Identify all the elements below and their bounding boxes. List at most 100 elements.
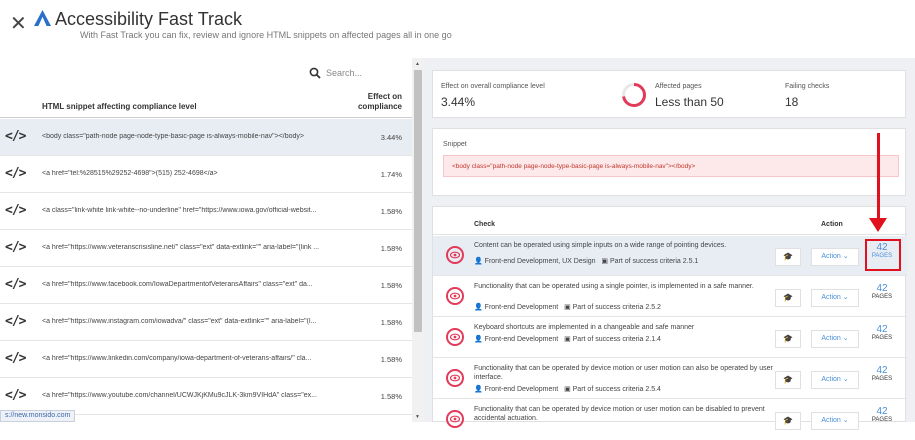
- pages-label: PAGES: [871, 253, 893, 259]
- code-icon: </>: [5, 203, 27, 218]
- pages-link[interactable]: 42 PAGES: [865, 365, 899, 382]
- stats-card: Effect on overall compliance level 3.44%…: [432, 70, 906, 118]
- status-bar-url: s://new.monsido.com: [0, 410, 76, 422]
- pages-count: 42: [876, 406, 888, 417]
- snippet-list-panel: Search... HTML snippet affecting complia…: [0, 58, 412, 422]
- graduation-cap-icon: 🎓: [783, 252, 793, 261]
- snippet-row[interactable]: </> <a href="https://www.veteranscrisisl…: [0, 230, 412, 267]
- pages-link[interactable]: 42 PAGES: [865, 283, 899, 300]
- pages-count: 42: [876, 242, 888, 253]
- col-effect-header-line1: Effect on: [367, 92, 402, 101]
- learn-more-button[interactable]: 🎓: [775, 248, 801, 266]
- code-icon: </>: [5, 240, 27, 255]
- pages-count: 42: [876, 283, 888, 294]
- check-criteria: Part of success criteria 2.5.4: [572, 386, 661, 393]
- check-row: Functionality that can be operated using…: [433, 277, 907, 317]
- close-icon[interactable]: ✕: [10, 13, 27, 35]
- learn-more-button[interactable]: 🎓: [775, 330, 801, 348]
- snippet-effect: 1.58%: [380, 207, 402, 216]
- chevron-down-icon: ⌄: [842, 294, 849, 301]
- action-label: Action: [821, 376, 841, 383]
- search-icon: [309, 67, 321, 79]
- snippet-code: <body class="path-node page-node-type-ba…: [443, 155, 899, 177]
- snippet-text: <a href="https://www.veteranscrisisline.…: [42, 244, 320, 251]
- learn-more-button[interactable]: 🎓: [775, 412, 801, 430]
- page-subtitle: With Fast Track you can fix, review and …: [80, 30, 452, 40]
- eye-icon: [446, 369, 464, 387]
- action-label: Action: [821, 294, 841, 301]
- snippet-label: Snippet: [443, 141, 467, 148]
- code-icon: </>: [5, 351, 27, 366]
- pages-link[interactable]: 42 PAGES: [865, 324, 899, 341]
- snippet-text: <body class="path-node page-node-type-ba…: [42, 133, 304, 140]
- check-meta: 👤 Front-end Development ▣ Part of succes…: [474, 335, 661, 343]
- learn-more-button[interactable]: 🎓: [775, 289, 801, 307]
- affected-pages-donut: [622, 83, 646, 107]
- scrollbar-thumb[interactable]: [414, 70, 422, 332]
- check-text: Functionality that can be operated using…: [474, 283, 754, 290]
- accessibility-logo-icon: [34, 10, 51, 26]
- pages-link[interactable]: 42 PAGES: [865, 406, 899, 423]
- pages-link[interactable]: 42 PAGES: [865, 242, 899, 259]
- col-action-header: Action: [821, 221, 843, 228]
- snippet-text: <a href="https://www.facebook.com/IowaDe…: [42, 281, 313, 288]
- affected-label: Affected pages: [655, 83, 702, 90]
- snippet-row[interactable]: </> <a class="link-white link-white--no-…: [0, 193, 412, 230]
- action-label: Action: [821, 253, 841, 260]
- eye-icon: [446, 328, 464, 346]
- col-snippet-header: HTML snippet affecting compliance level: [42, 102, 197, 111]
- page-title: Accessibility Fast Track: [55, 9, 243, 29]
- search-input[interactable]: Search...: [307, 65, 410, 83]
- snippet-row[interactable]: </> <a href="https://www.linkedin.com/co…: [0, 341, 412, 378]
- snippet-effect: 3.44%: [380, 133, 402, 142]
- col-effect-header: Effect on compliance: [358, 92, 402, 112]
- check-meta: 👤 Front-end Development ▣ Part of succes…: [474, 303, 661, 311]
- check-text: Functionality that can be operated by de…: [474, 365, 773, 381]
- snippet-text: <a class="link-white link-white--no-unde…: [42, 207, 317, 214]
- check-criteria: Part of success criteria 2.1.4: [572, 336, 661, 343]
- check-row: Functionality that can be operated by de…: [433, 400, 907, 440]
- action-dropdown[interactable]: Action ⌄: [811, 289, 859, 307]
- chevron-down-icon: ⌄: [842, 376, 849, 383]
- detail-panel: Effect on overall compliance level 3.44%…: [424, 58, 915, 430]
- failing-value: 18: [785, 95, 799, 109]
- snippet-row[interactable]: </> <a href="https://www.facebook.com/Io…: [0, 267, 412, 304]
- snippet-effect: 1.58%: [380, 244, 402, 253]
- search-placeholder: Search...: [326, 68, 363, 78]
- user-icon: 👤: [474, 386, 483, 393]
- check-role: Front-end Development, UX Design: [484, 258, 596, 265]
- code-icon: </>: [5, 314, 27, 329]
- action-dropdown[interactable]: Action ⌄: [811, 371, 859, 389]
- user-icon: 👤: [474, 258, 483, 265]
- checks-card: Check Action Content can be operated usi…: [432, 206, 907, 430]
- check-row: Content can be operated using simple inp…: [433, 236, 907, 276]
- col-effect-header-line2: compliance: [357, 102, 402, 111]
- scroll-down-icon[interactable]: ▼: [415, 414, 420, 420]
- pages-label: PAGES: [871, 417, 893, 423]
- action-dropdown[interactable]: Action ⌄: [811, 330, 859, 348]
- scroll-up-icon[interactable]: ▲: [415, 61, 420, 67]
- snippet-row[interactable]: </> <a href="https://www.youtube.com/cha…: [0, 378, 412, 415]
- action-label: Action: [821, 417, 841, 424]
- chevron-down-icon: ⌄: [842, 335, 849, 342]
- effect-value: 3.44%: [441, 95, 476, 109]
- scrollbar[interactable]: ▲ ▼: [412, 58, 424, 422]
- effect-label: Effect on overall compliance level: [441, 83, 545, 90]
- snippet-row[interactable]: </> <a href="https://www.instagram.com/i…: [0, 304, 412, 341]
- snippet-row[interactable]: </> <a href="tel:%28515%29252-4698">(515…: [0, 156, 412, 193]
- pages-label: PAGES: [871, 294, 893, 300]
- check-criteria: Part of success criteria 2.5.1: [609, 258, 699, 265]
- affected-value: Less than 50: [655, 95, 724, 109]
- pages-count: 42: [876, 324, 888, 335]
- code-icon: </>: [5, 388, 27, 403]
- snippet-effect: 1.58%: [380, 318, 402, 327]
- snippet-card: Snippet <body class="path-node page-node…: [432, 128, 906, 196]
- pages-count: 42: [876, 365, 888, 376]
- action-dropdown[interactable]: Action ⌄: [811, 248, 859, 266]
- annotation-highlight-box: [865, 239, 901, 271]
- check-role: Front-end Development: [484, 336, 559, 343]
- action-label: Action: [821, 335, 841, 342]
- learn-more-button[interactable]: 🎓: [775, 371, 801, 389]
- action-dropdown[interactable]: Action ⌄: [811, 412, 859, 430]
- snippet-row[interactable]: </> <body class="path-node page-node-typ…: [0, 119, 412, 156]
